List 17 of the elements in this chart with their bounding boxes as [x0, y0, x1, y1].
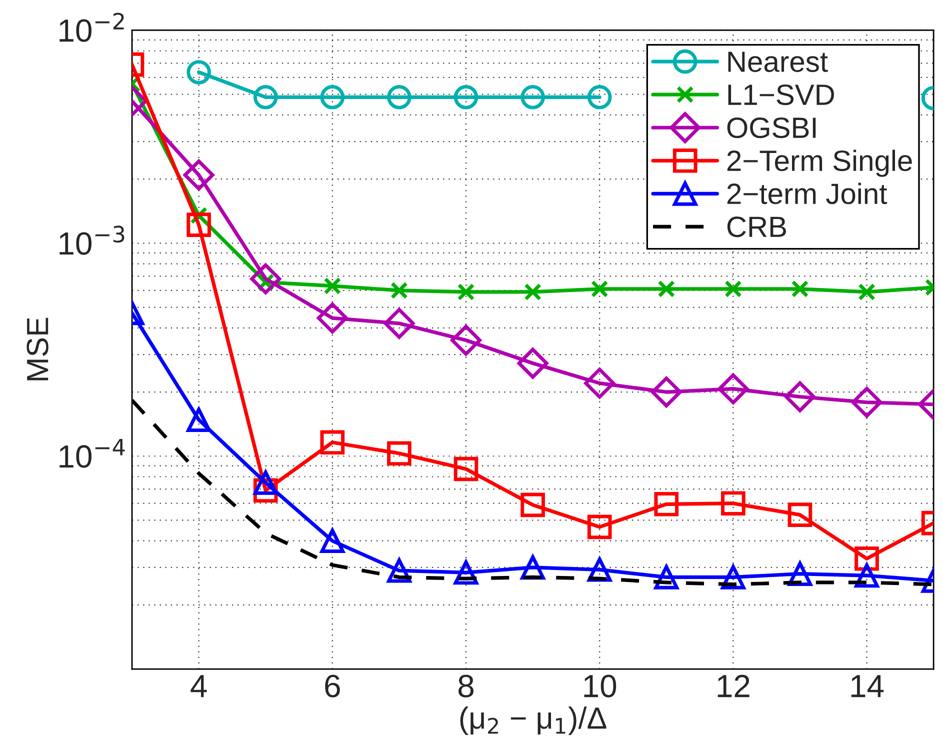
x-tick-label: 4: [190, 675, 207, 698]
y-tick-label: 10$^{−2}$: [60, 12, 124, 42]
x-tick-label: 8: [458, 674, 474, 698]
y-axis-title: MSE: [26, 318, 48, 380]
x-tick-label: 6: [325, 674, 340, 698]
legend-label: L1−SVD: [728, 84, 834, 106]
x-tick-label: 12: [718, 674, 750, 698]
y-tick-label: 10$^{−3}$: [60, 226, 124, 255]
legend-label: OGSBI: [727, 117, 816, 138]
x-tick-label: 10: [584, 674, 616, 698]
legend-label: 2−Term Single: [727, 150, 912, 177]
y-tick-label: 10$^{−4}$: [60, 438, 125, 468]
x-axis-title: (μ$_{2}$ − μ$_{1}$)/Δ: [460, 706, 606, 735]
legend-label: Nearest: [728, 52, 828, 72]
legend-label: CRB: [727, 216, 786, 238]
legend-label: 2−term Joint: [727, 182, 888, 204]
x-tick-label: 14: [851, 675, 884, 698]
